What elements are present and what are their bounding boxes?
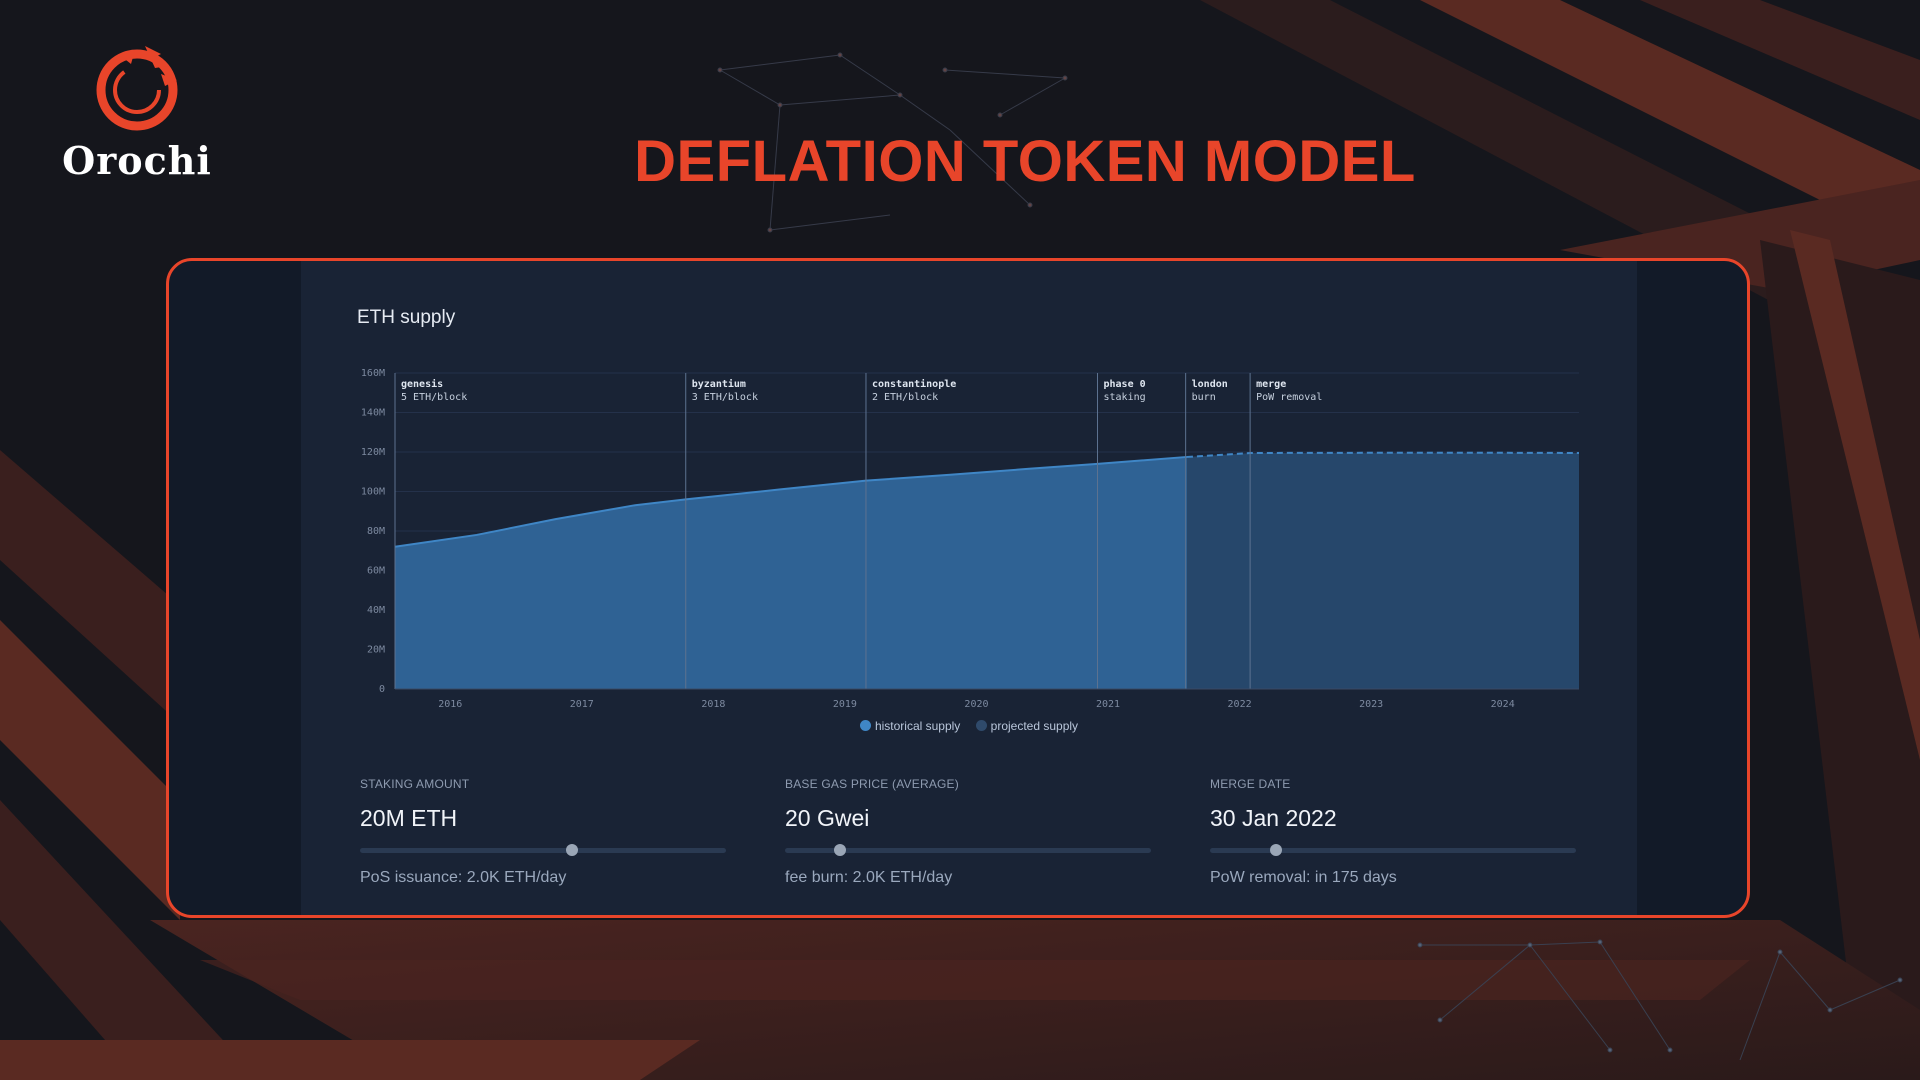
staking-amount-label: STAKING AMOUNT bbox=[360, 777, 470, 791]
event-marker-sublabel: staking bbox=[1104, 392, 1146, 403]
legend-label-projected: projected supply bbox=[990, 719, 1079, 733]
gas-price-slider-thumb[interactable] bbox=[833, 844, 846, 856]
gas-price-control: BASE GAS PRICE (AVERAGE) 20 Gwei fee bur… bbox=[785, 777, 1151, 887]
x-tick-label: 2019 bbox=[833, 699, 857, 710]
y-tick-label: 160M bbox=[361, 368, 385, 379]
y-tick-label: 100M bbox=[361, 487, 385, 498]
staking-amount-value: 20M ETH bbox=[360, 805, 458, 831]
brand-logo: Orochi bbox=[62, 40, 212, 183]
x-tick-label: 2016 bbox=[438, 699, 462, 710]
x-tick-label: 2021 bbox=[1096, 699, 1120, 710]
brand-name: Orochi bbox=[62, 138, 212, 183]
merge-date-slider-thumb[interactable] bbox=[1269, 844, 1282, 856]
y-tick-label: 40M bbox=[367, 605, 385, 616]
y-tick-label: 120M bbox=[361, 447, 385, 458]
event-marker-label: london bbox=[1192, 379, 1228, 390]
event-marker-label: byzantium bbox=[692, 378, 746, 390]
historical-supply-area bbox=[395, 456, 1187, 689]
y-tick-label: 140M bbox=[361, 408, 385, 419]
legend-dot-projected bbox=[975, 720, 987, 731]
gas-price-value: 20 Gwei bbox=[785, 805, 870, 831]
legend-dot-historical bbox=[859, 720, 871, 731]
y-tick-label: 60M bbox=[367, 566, 385, 577]
chart-title: ETH supply bbox=[357, 307, 456, 328]
dragon-icon bbox=[96, 46, 178, 131]
legend-item-historical[interactable]: historical supply bbox=[859, 719, 961, 733]
event-marker-sublabel: burn bbox=[1192, 392, 1216, 403]
event-marker-sublabel: 2 ETH/block bbox=[872, 392, 938, 403]
event-marker-label: constantinople bbox=[872, 378, 956, 390]
legend-label-historical: historical supply bbox=[874, 719, 961, 733]
y-tick-label: 80M bbox=[367, 526, 385, 537]
pos-issuance-note: PoS issuance: 2.0K ETH/day bbox=[360, 869, 567, 886]
projected-supply-area bbox=[1186, 452, 1579, 689]
merge-date-value: 30 Jan 2022 bbox=[1210, 805, 1337, 831]
pow-removal-note: PoW removal: in 175 days bbox=[1210, 869, 1397, 886]
gas-price-slider[interactable] bbox=[785, 844, 1151, 856]
event-marker-label: genesis bbox=[401, 378, 443, 390]
event-marker-sublabel: 3 ETH/block bbox=[692, 392, 758, 403]
fee-burn-note: fee burn: 2.0K ETH/day bbox=[785, 869, 953, 886]
gas-price-label: BASE GAS PRICE (AVERAGE) bbox=[785, 777, 959, 791]
chart-panel: ETH supply 0 20M 40M 60M 80M 100M 120M 140M 160M… bbox=[301, 261, 1637, 915]
x-tick-label: 2024 bbox=[1491, 699, 1515, 710]
event-marker-label: merge bbox=[1256, 379, 1286, 390]
event-marker-label: phase 0 bbox=[1104, 379, 1146, 390]
legend-item-projected[interactable]: projected supply bbox=[975, 719, 1079, 733]
projected-supply-line bbox=[1186, 451, 1580, 458]
x-tick-label: 2020 bbox=[964, 699, 988, 710]
x-tick-label: 2022 bbox=[1228, 699, 1252, 710]
merge-date-label: MERGE DATE bbox=[1210, 777, 1291, 791]
merge-date-control: MERGE DATE 30 Jan 2022 PoW removal: in 1… bbox=[1210, 777, 1576, 887]
page-title: DEFLATION TOKEN MODEL bbox=[634, 129, 1416, 194]
merge-date-slider[interactable] bbox=[1210, 844, 1576, 856]
chart-frame: ETH supply 0 20M 40M 60M 80M 100M 120M 140M 160M… bbox=[166, 258, 1750, 918]
x-tick-label: 2018 bbox=[701, 699, 725, 710]
historical-supply-line bbox=[394, 455, 1188, 548]
staking-amount-slider[interactable] bbox=[360, 844, 726, 856]
chart-legend: historical supply projected supply bbox=[301, 719, 1637, 733]
event-marker-sublabel: PoW removal bbox=[1256, 392, 1322, 403]
staking-amount-control: STAKING AMOUNT 20M ETH PoS issuance: 2.0… bbox=[360, 777, 726, 887]
event-marker-sublabel: 5 ETH/block bbox=[401, 392, 467, 403]
x-tick-label: 2023 bbox=[1359, 699, 1383, 710]
x-tick-label: 2017 bbox=[570, 699, 594, 710]
staking-amount-slider-thumb[interactable] bbox=[566, 844, 579, 856]
y-tick-label: 20M bbox=[367, 645, 385, 656]
supply-chart: 0 20M 40M 60M 80M 100M 120M 140M 160M 2016 2017 201… bbox=[361, 368, 1580, 710]
y-tick-label: 0 bbox=[379, 684, 385, 695]
